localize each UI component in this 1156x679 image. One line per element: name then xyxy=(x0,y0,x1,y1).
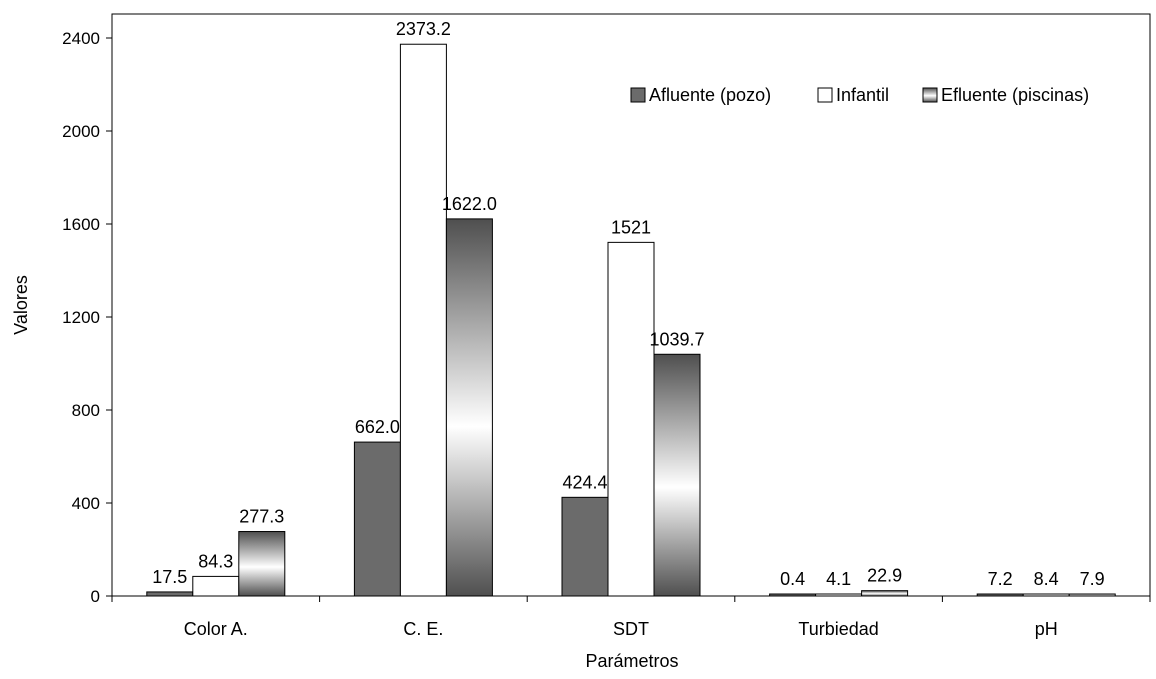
legend-swatch-efluente xyxy=(922,87,938,103)
y-tick-label-4: 1600 xyxy=(62,215,100,234)
bar-1-2 xyxy=(607,241,655,597)
bar-2-0 xyxy=(238,531,286,597)
data-label-1-4: 8.4 xyxy=(1034,569,1059,589)
data-label-2-4: 7.9 xyxy=(1080,569,1105,589)
legend: Afluente (pozo) Infantil Efluente (pisci… xyxy=(630,85,1089,105)
data-label-0-4: 7.2 xyxy=(988,569,1013,589)
bar-2-2 xyxy=(653,353,701,597)
y-tick-label-6: 2400 xyxy=(62,29,100,48)
y-axis-title: Valores xyxy=(11,275,31,335)
bar-0-3 xyxy=(769,593,817,597)
y-tick-label-0: 0 xyxy=(91,587,100,606)
bar-2-4 xyxy=(1068,593,1116,597)
data-label-2-0: 277.3 xyxy=(239,507,284,527)
x-tick-label-1: C. E. xyxy=(403,619,443,639)
data-label-1-1: 2373.2 xyxy=(396,19,451,39)
y-tick-label-2: 800 xyxy=(72,401,100,420)
bar-2-3 xyxy=(861,590,909,597)
bar-1-1 xyxy=(399,43,447,597)
data-label-0-1: 662.0 xyxy=(355,417,400,437)
y-tick-label-3: 1200 xyxy=(62,308,100,327)
x-axis-title: Parámetros xyxy=(585,651,678,671)
data-labels-group: 17.5 84.3 277.3 662.0 2373.2 1622.0 424.4 1521 1… xyxy=(152,19,1104,589)
bar-0-1 xyxy=(353,441,401,597)
legend-swatch-infantil xyxy=(817,87,833,103)
data-label-2-3: 22.9 xyxy=(867,566,902,586)
data-label-2-1: 1622.0 xyxy=(442,194,497,214)
bar-2-1 xyxy=(445,218,493,597)
y-tick-label-5: 2000 xyxy=(62,122,100,141)
legend-label-infantil: Infantil xyxy=(836,85,889,105)
bar-1-3 xyxy=(815,593,863,597)
data-label-0-3: 0.4 xyxy=(780,569,805,589)
bars-group xyxy=(146,43,1116,597)
data-label-2-2: 1039.7 xyxy=(649,329,704,349)
y-tick-label-1: 400 xyxy=(72,494,100,513)
bar-0-2 xyxy=(561,496,609,597)
x-tick-label-2: SDT xyxy=(613,619,649,639)
bar-1-0 xyxy=(192,575,240,597)
legend-label-efluente: Efluente (piscinas) xyxy=(941,85,1089,105)
axes: 0 400 800 1200 1600 2000 2400 Color A. C. E. SDT T… xyxy=(62,29,1151,639)
legend-swatch-afluente xyxy=(630,87,646,103)
bar-0-0 xyxy=(146,591,194,597)
data-label-1-2: 1521 xyxy=(611,217,651,237)
data-label-0-2: 424.4 xyxy=(562,472,607,492)
x-tick-label-3: Turbiedad xyxy=(798,619,878,639)
legend-label-afluente: Afluente (pozo) xyxy=(649,85,771,105)
x-tick-label-0: Color A. xyxy=(184,619,248,639)
data-label-1-0: 84.3 xyxy=(198,551,233,571)
bar-1-4 xyxy=(1022,593,1070,597)
data-label-0-0: 17.5 xyxy=(152,567,187,587)
data-label-1-3: 4.1 xyxy=(826,569,851,589)
x-tick-label-4: pH xyxy=(1035,619,1058,639)
bar-0-4 xyxy=(976,593,1024,597)
